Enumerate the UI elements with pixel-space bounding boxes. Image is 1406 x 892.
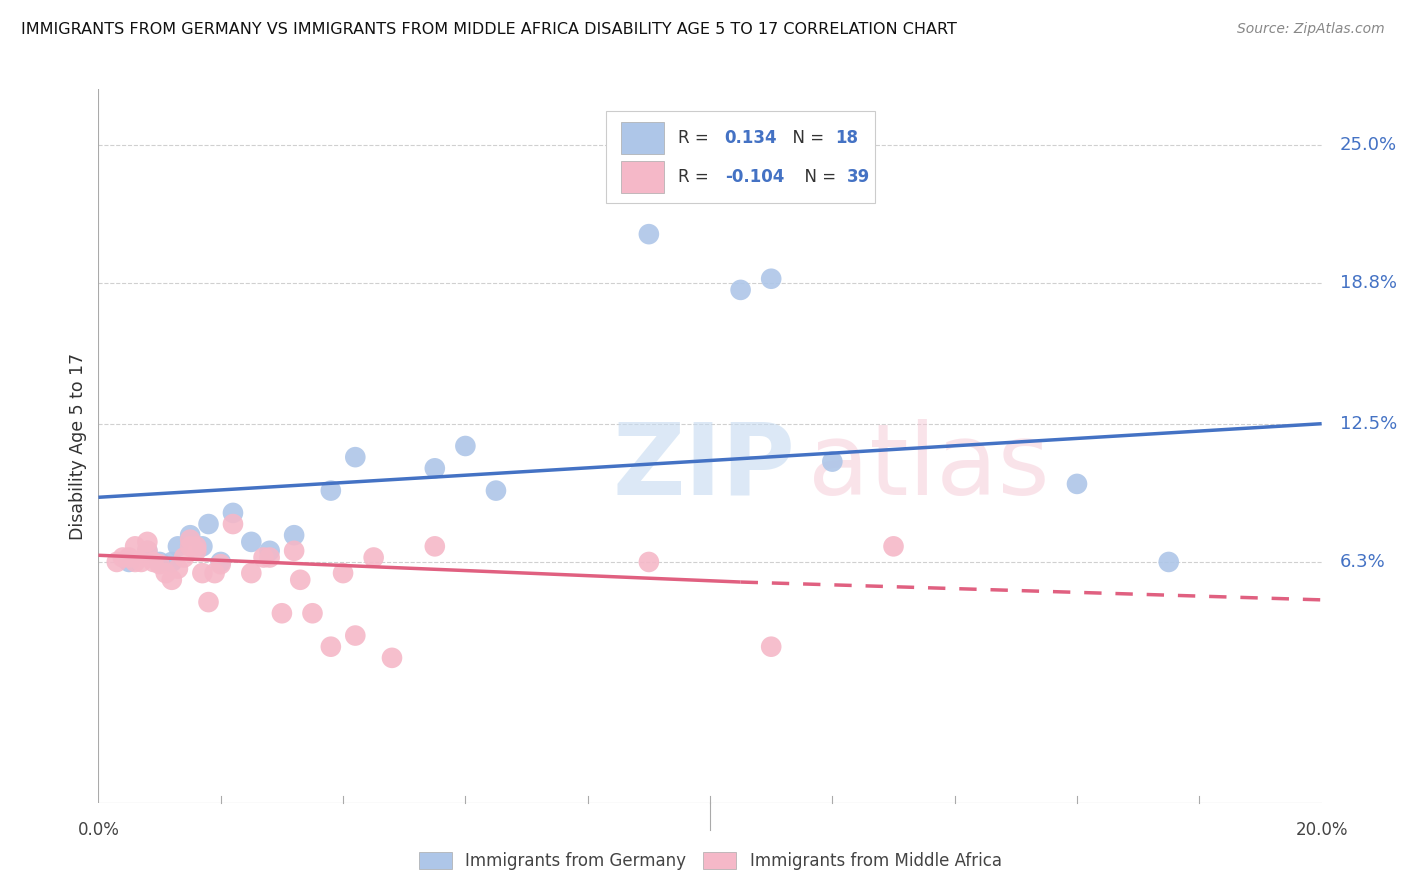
Point: [423, 539, 446, 553]
Point: [209, 555, 232, 569]
Point: [167, 539, 190, 553]
Legend: Immigrants from Germany, Immigrants from Middle Africa: Immigrants from Germany, Immigrants from…: [412, 845, 1008, 877]
Text: IMMIGRANTS FROM GERMANY VS IMMIGRANTS FROM MIDDLE AFRICA DISABILITY AGE 5 TO 17 : IMMIGRANTS FROM GERMANY VS IMMIGRANTS FR…: [21, 22, 957, 37]
Point: [1066, 476, 1088, 491]
FancyBboxPatch shape: [620, 161, 664, 194]
Point: [136, 543, 159, 558]
Point: [821, 455, 844, 469]
Point: [105, 555, 128, 569]
Text: N =: N =: [794, 169, 842, 186]
Point: [759, 640, 782, 654]
Point: [240, 534, 263, 549]
Text: 12.5%: 12.5%: [1340, 415, 1398, 433]
Point: [283, 543, 305, 558]
Point: [319, 483, 342, 498]
Point: [111, 550, 134, 565]
Point: [136, 534, 159, 549]
Point: [344, 628, 367, 642]
Point: [191, 566, 214, 581]
Point: [160, 573, 183, 587]
Point: [179, 528, 201, 542]
Point: [191, 539, 214, 553]
Y-axis label: Disability Age 5 to 17: Disability Age 5 to 17: [69, 352, 87, 540]
Text: atlas: atlas: [808, 419, 1049, 516]
Text: R =: R =: [678, 169, 714, 186]
Point: [209, 557, 232, 572]
Point: [118, 555, 141, 569]
Point: [759, 271, 782, 285]
Text: R =: R =: [678, 129, 714, 147]
Point: [259, 543, 281, 558]
FancyBboxPatch shape: [606, 111, 875, 203]
Text: ZIP: ZIP: [612, 419, 794, 516]
Point: [160, 555, 183, 569]
Text: 0.0%: 0.0%: [77, 821, 120, 838]
Point: [290, 573, 312, 587]
FancyBboxPatch shape: [620, 122, 664, 154]
Point: [179, 533, 201, 547]
Point: [222, 506, 245, 520]
Point: [186, 539, 208, 553]
Point: [204, 566, 226, 581]
Point: [270, 607, 292, 621]
Point: [155, 566, 177, 581]
Point: [129, 555, 152, 569]
Text: 39: 39: [846, 169, 870, 186]
Point: [197, 516, 219, 531]
Point: [118, 550, 141, 565]
Point: [319, 640, 342, 654]
Point: [423, 461, 446, 475]
Point: [149, 555, 172, 569]
Point: [363, 550, 385, 565]
Point: [1157, 555, 1180, 569]
Point: [240, 566, 263, 581]
Point: [381, 651, 404, 665]
Point: [179, 539, 201, 553]
Text: 0.134: 0.134: [724, 129, 778, 147]
Point: [252, 550, 274, 565]
Point: [730, 283, 752, 297]
Point: [186, 543, 208, 558]
Point: [283, 528, 305, 542]
Text: Source: ZipAtlas.com: Source: ZipAtlas.com: [1237, 22, 1385, 37]
Point: [637, 227, 661, 242]
Point: [197, 595, 219, 609]
Text: 18: 18: [835, 129, 858, 147]
Point: [124, 555, 146, 569]
Point: [301, 607, 323, 621]
Text: 6.3%: 6.3%: [1340, 553, 1386, 571]
Text: 18.8%: 18.8%: [1340, 274, 1398, 293]
Point: [142, 555, 165, 569]
Point: [637, 555, 661, 569]
Text: 25.0%: 25.0%: [1340, 136, 1398, 154]
Point: [149, 557, 172, 572]
Point: [259, 550, 281, 565]
Point: [124, 539, 146, 553]
Point: [173, 550, 195, 565]
Point: [222, 516, 245, 531]
Text: -0.104: -0.104: [724, 169, 785, 186]
Point: [167, 562, 190, 576]
Text: N =: N =: [782, 129, 830, 147]
Point: [136, 543, 159, 558]
Point: [344, 450, 367, 464]
Point: [332, 566, 354, 581]
Point: [485, 483, 508, 498]
Point: [883, 539, 905, 553]
Point: [454, 439, 477, 453]
Text: 20.0%: 20.0%: [1295, 821, 1348, 838]
